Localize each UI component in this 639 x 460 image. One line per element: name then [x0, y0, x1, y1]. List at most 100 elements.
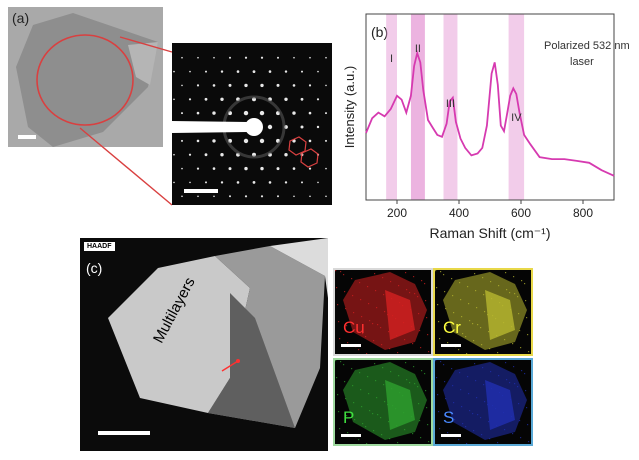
diffraction-spot: [277, 56, 279, 59]
eds-speck: [368, 393, 370, 395]
multilayer-pointer: [221, 360, 239, 372]
eds-speck: [343, 274, 345, 276]
eds-speck: [411, 416, 413, 418]
eds-speck: [399, 392, 401, 394]
eds-speck: [346, 415, 348, 417]
band-label: IV: [511, 112, 522, 124]
eds-speck: [435, 270, 437, 272]
eds-speck: [425, 300, 427, 302]
eds-speck: [502, 395, 504, 397]
eds-speck: [413, 276, 415, 278]
x-tick-label: 800: [573, 206, 593, 220]
eds-speck: [339, 428, 341, 430]
eds-speck: [468, 393, 470, 395]
diffraction-spot: [252, 181, 256, 184]
diffraction-spot: [325, 195, 327, 198]
multilayer-point: [236, 359, 240, 363]
eds-speck: [447, 342, 449, 344]
eds-speck: [417, 296, 419, 298]
eds-flake-dense: [385, 380, 415, 430]
eds-speck: [443, 274, 445, 276]
eds-speck: [360, 299, 362, 301]
diffraction-spot: [189, 181, 191, 184]
eds-speck: [462, 423, 464, 425]
eds-speck: [388, 421, 390, 423]
eds-speck: [445, 398, 447, 400]
eds-speck: [496, 425, 498, 427]
diffraction-spot: [212, 84, 216, 87]
eds-speck: [447, 432, 449, 434]
eds-speck: [421, 370, 423, 372]
eds-speck: [372, 413, 374, 415]
eds-speck: [376, 397, 378, 399]
diffraction-spot: [277, 195, 279, 198]
eds-speck: [469, 410, 471, 412]
eds-speck: [514, 293, 516, 295]
diffraction-spot: [259, 138, 265, 144]
eds-speck: [403, 322, 405, 324]
eds-speck: [344, 381, 346, 383]
eds-speck: [524, 373, 526, 375]
eds-speck: [437, 394, 439, 396]
eds-speck: [465, 426, 467, 428]
eds-speck: [472, 413, 474, 415]
eds-speck: [367, 286, 369, 288]
eds-speck: [366, 353, 368, 354]
eds-speck: [517, 296, 519, 298]
diffraction-spot: [204, 97, 208, 101]
eds-speck: [424, 283, 426, 285]
hexagon-marker-2: [300, 148, 319, 168]
eds-speck: [473, 340, 475, 342]
raman-bands: [386, 14, 525, 200]
eds-speck: [525, 390, 527, 392]
diffraction-spot: [204, 153, 208, 157]
diffraction-spot: [300, 97, 304, 101]
eds-signal: [335, 270, 430, 354]
eds-speck: [495, 318, 497, 320]
diffraction-spot: [196, 167, 200, 170]
eds-speck: [468, 303, 470, 305]
x-axis-ticks: 200 400 600 800: [387, 200, 593, 220]
eds-speck: [524, 283, 526, 285]
eds-speck: [424, 373, 426, 375]
eds-speck: [525, 300, 527, 302]
eds-speck: [440, 271, 442, 273]
eds-speck: [484, 311, 486, 313]
eds-map-s: S: [433, 358, 533, 446]
diffraction-spot: [284, 181, 288, 184]
plot-frame: [365, 13, 615, 201]
eds-speck: [344, 291, 346, 293]
diffraction-spot: [284, 97, 288, 101]
diffraction-spot: [243, 110, 249, 116]
diffraction-spot: [308, 139, 312, 143]
eds-speck: [497, 352, 499, 354]
eds-speck: [372, 323, 374, 325]
eds-speck: [388, 331, 390, 333]
haadf-drawing: [98, 238, 328, 435]
eds-speck: [406, 379, 408, 381]
diffraction-spot: [243, 138, 249, 144]
eds-speck: [495, 408, 497, 410]
laser-annotation-line2: laser: [570, 56, 594, 68]
eds-speck: [528, 351, 530, 353]
eds-speck: [436, 377, 438, 379]
eds-speck: [365, 426, 367, 428]
diffraction-spot: [220, 153, 224, 157]
eds-speck: [345, 308, 347, 310]
eds-speck: [414, 293, 416, 295]
x-tick-label: 200: [387, 206, 407, 220]
eds-speck: [354, 329, 356, 331]
eds-speck: [439, 428, 441, 430]
eds-speck: [338, 321, 340, 323]
eds-signal: [435, 360, 530, 444]
diffraction-spot: [212, 167, 216, 170]
eds-speck: [452, 295, 454, 297]
eds-element-label: P: [343, 408, 355, 427]
saed-drawing: [172, 56, 327, 198]
eds-speck: [492, 405, 494, 407]
hexagon-marker-1: [288, 136, 307, 156]
eds-speck: [428, 441, 430, 443]
diffraction-spot: [260, 56, 264, 59]
eds-speck: [353, 402, 355, 404]
eds-speck: [418, 313, 420, 315]
